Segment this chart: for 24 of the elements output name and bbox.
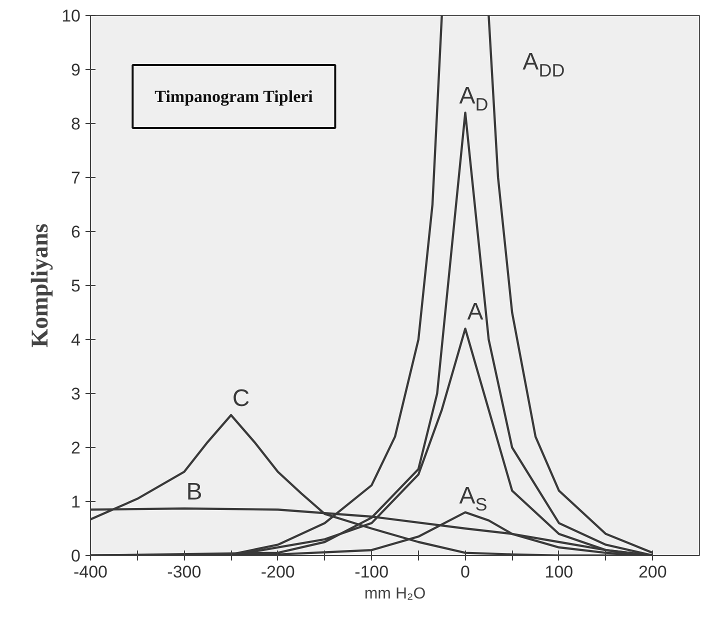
y-tick-label: 2 — [71, 438, 81, 458]
x-tick-label: -400 — [73, 562, 108, 582]
series-label: B — [186, 478, 202, 506]
series-label: C — [232, 385, 250, 412]
x-tick-label: -300 — [167, 562, 202, 582]
x-tick-label: 200 — [638, 562, 667, 582]
y-axis-title: Kompliyans — [28, 223, 54, 348]
x-tick-label: 0 — [460, 562, 470, 582]
series-label: A — [467, 298, 484, 326]
y-tick-label: 3 — [71, 384, 81, 404]
y-tick-label: 1 — [71, 492, 81, 512]
y-tick-label: 5 — [71, 276, 81, 296]
y-tick-label: 10 — [62, 6, 81, 26]
y-tick-label: 0 — [71, 546, 81, 566]
x-tick-label: -200 — [260, 562, 295, 582]
x-tick-label: -100 — [354, 562, 389, 582]
y-tick-label: 4 — [71, 330, 81, 350]
text: Timpanogram Tipleri — [154, 87, 314, 106]
y-tick-label: 9 — [71, 60, 81, 80]
y-tick-label: 6 — [71, 222, 81, 242]
x-axis-title: mm H₂O — [364, 586, 426, 602]
y-tick-label: 8 — [71, 114, 81, 134]
x-tick-label: 100 — [544, 562, 574, 582]
y-tick-label: 7 — [71, 168, 81, 188]
